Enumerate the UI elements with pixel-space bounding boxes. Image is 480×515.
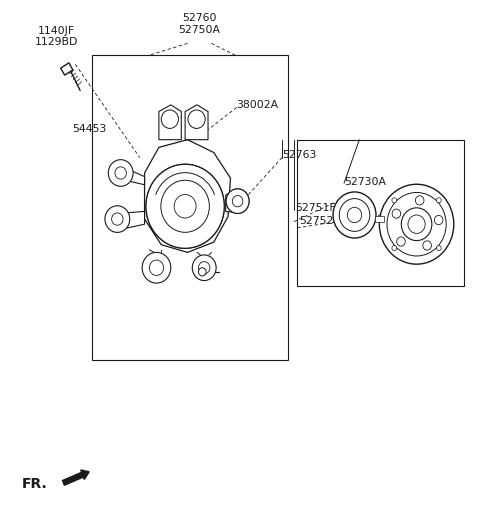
Circle shape — [415, 196, 424, 205]
Circle shape — [392, 246, 396, 251]
Text: 52751F: 52751F — [295, 203, 336, 213]
Circle shape — [434, 215, 443, 225]
Text: 52752: 52752 — [300, 216, 334, 226]
Bar — [297, 140, 464, 286]
Text: 54453: 54453 — [72, 125, 107, 134]
Circle shape — [408, 215, 425, 233]
Text: FR.: FR. — [22, 477, 48, 491]
Circle shape — [379, 184, 454, 264]
Circle shape — [108, 160, 133, 186]
Circle shape — [146, 164, 224, 248]
Polygon shape — [118, 169, 144, 185]
Circle shape — [149, 260, 164, 276]
Circle shape — [161, 180, 209, 232]
Circle shape — [348, 208, 362, 222]
Circle shape — [161, 110, 179, 128]
Polygon shape — [185, 105, 208, 140]
Circle shape — [339, 199, 370, 231]
Circle shape — [423, 241, 432, 250]
Circle shape — [174, 195, 196, 218]
Bar — [60, 63, 73, 75]
Text: 52760
52750A: 52760 52750A — [179, 13, 220, 35]
Circle shape — [192, 255, 216, 281]
Bar — [375, 216, 384, 222]
Polygon shape — [144, 140, 230, 252]
Polygon shape — [226, 190, 242, 212]
Circle shape — [188, 110, 205, 128]
Circle shape — [105, 206, 130, 232]
Circle shape — [387, 193, 446, 256]
Circle shape — [436, 198, 441, 203]
Polygon shape — [159, 105, 181, 140]
Circle shape — [115, 167, 126, 179]
Circle shape — [401, 208, 432, 241]
Circle shape — [112, 213, 123, 225]
Circle shape — [226, 189, 249, 213]
Circle shape — [142, 252, 171, 283]
FancyArrow shape — [62, 470, 89, 485]
Circle shape — [232, 196, 243, 207]
Circle shape — [232, 196, 243, 207]
Circle shape — [146, 164, 224, 248]
Circle shape — [392, 198, 396, 203]
Circle shape — [333, 192, 376, 238]
Bar — [92, 55, 288, 360]
Text: 52763: 52763 — [282, 150, 316, 160]
Circle shape — [199, 268, 206, 276]
Polygon shape — [115, 211, 144, 228]
Circle shape — [436, 246, 441, 251]
Circle shape — [396, 237, 405, 246]
Circle shape — [174, 195, 196, 218]
Text: 38002A: 38002A — [237, 100, 279, 110]
Circle shape — [392, 209, 401, 218]
Circle shape — [199, 262, 210, 274]
Circle shape — [226, 189, 249, 213]
Circle shape — [161, 180, 209, 232]
Text: 52730A: 52730A — [344, 177, 386, 187]
Text: 1140JF
1129BD: 1140JF 1129BD — [35, 26, 78, 47]
